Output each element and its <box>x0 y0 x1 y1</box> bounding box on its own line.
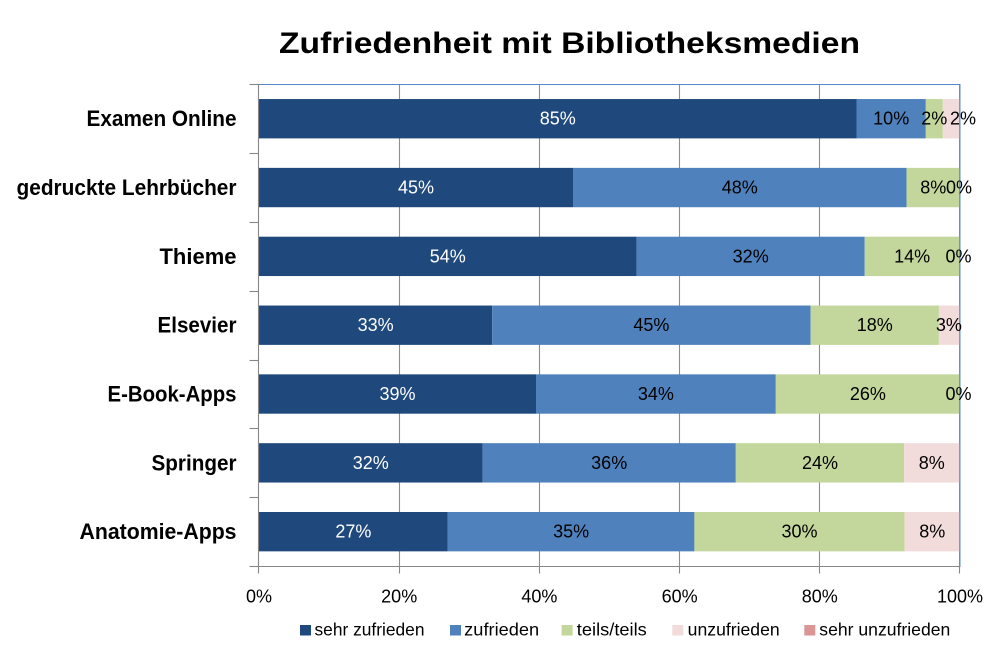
svg-text:33%: 33% <box>358 315 394 335</box>
svg-text:2%: 2% <box>921 109 947 129</box>
svg-text:3%: 3% <box>936 315 962 335</box>
svg-text:Zufriedenheit mit Bibliotheksm: Zufriedenheit mit Bibliotheksmedien <box>279 27 860 60</box>
svg-text:34%: 34% <box>638 384 674 404</box>
svg-text:Elsevier: Elsevier <box>158 313 237 338</box>
svg-text:60%: 60% <box>662 587 698 607</box>
svg-text:zufrieden: zufrieden <box>464 620 539 640</box>
svg-text:27%: 27% <box>335 522 371 542</box>
svg-text:36%: 36% <box>591 453 627 473</box>
svg-text:0%: 0% <box>246 587 272 607</box>
svg-text:2%: 2% <box>950 109 976 129</box>
svg-text:39%: 39% <box>379 384 415 404</box>
svg-text:26%: 26% <box>850 384 886 404</box>
svg-text:8%: 8% <box>919 453 945 473</box>
svg-text:E-Book-Apps: E-Book-Apps <box>108 382 237 407</box>
svg-text:35%: 35% <box>553 522 589 542</box>
svg-text:8%: 8% <box>920 178 946 198</box>
svg-text:Springer: Springer <box>152 450 237 475</box>
svg-text:32%: 32% <box>353 453 389 473</box>
svg-text:sehr zufrieden: sehr zufrieden <box>315 620 425 640</box>
svg-text:sehr unzufrieden: sehr unzufrieden <box>819 620 950 640</box>
svg-text:54%: 54% <box>430 246 466 266</box>
svg-text:14%: 14% <box>894 246 930 266</box>
svg-text:unzufrieden: unzufrieden <box>688 620 780 640</box>
svg-text:8%: 8% <box>919 522 945 542</box>
svg-text:gedruckte Lehrbücher: gedruckte Lehrbücher <box>17 175 237 200</box>
svg-text:40%: 40% <box>521 587 557 607</box>
svg-text:0%: 0% <box>945 384 971 404</box>
svg-text:0%: 0% <box>945 246 971 266</box>
svg-text:0%: 0% <box>946 178 972 198</box>
svg-text:30%: 30% <box>781 522 817 542</box>
svg-text:45%: 45% <box>398 178 434 198</box>
svg-text:100%: 100% <box>937 587 983 607</box>
svg-text:Anatomie-Apps: Anatomie-Apps <box>80 519 237 544</box>
svg-text:Examen Online: Examen Online <box>87 106 237 131</box>
svg-text:32%: 32% <box>733 246 769 266</box>
svg-text:85%: 85% <box>540 109 576 129</box>
svg-text:Thieme: Thieme <box>160 244 237 269</box>
svg-text:45%: 45% <box>633 315 669 335</box>
svg-text:20%: 20% <box>381 587 417 607</box>
svg-text:48%: 48% <box>722 178 758 198</box>
svg-text:24%: 24% <box>802 453 838 473</box>
svg-text:18%: 18% <box>857 315 893 335</box>
svg-text:10%: 10% <box>873 109 909 129</box>
svg-text:teils/teils: teils/teils <box>577 620 647 640</box>
svg-text:80%: 80% <box>802 587 838 607</box>
